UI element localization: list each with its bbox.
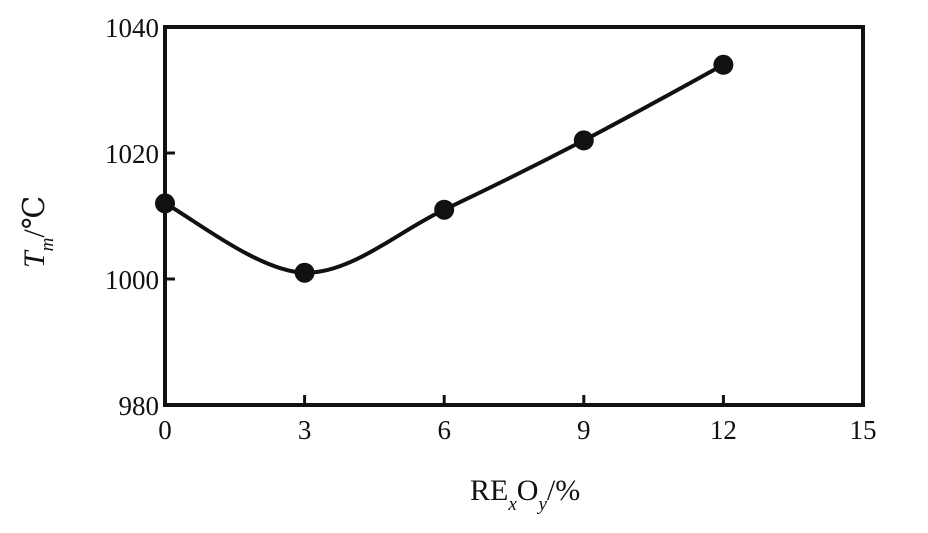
y-axis-ticks: 980 1000 1020 1040 [105,13,175,421]
data-point [573,130,594,151]
data-point [155,193,175,214]
x-label-sub1: x [507,494,517,515]
x-tick-label: 0 [158,415,172,445]
y-label-main: T [18,249,51,268]
y-tick-label: 1040 [105,13,159,43]
y-label-sub: m [37,238,58,252]
x-label-sub2: y [536,494,547,515]
y-axis-label: Tm/℃ [18,196,58,268]
data-point [294,262,315,283]
y-tick-label: 1000 [105,265,159,295]
x-label-main: RE [470,474,508,507]
data-point [713,54,734,75]
plot-frame [163,25,865,407]
x-tick-label: 6 [437,415,451,445]
x-axis-ticks: 0 3 6 9 12 15 [158,395,877,445]
y-label-tail: /℃ [18,196,51,238]
y-tick-label: 980 [119,391,160,421]
y-tick-label: 1020 [105,139,159,169]
data-points [155,54,734,283]
x-tick-label: 12 [710,415,737,445]
x-tick-label: 3 [298,415,312,445]
data-point [434,199,455,220]
x-tick-label: 15 [850,415,877,445]
series-line [164,63,725,275]
x-axis-label: RExOy/% [470,474,580,515]
x-tick-label: 9 [577,415,591,445]
x-label-tail: /% [547,474,580,507]
x-label-mid: O [517,474,539,507]
